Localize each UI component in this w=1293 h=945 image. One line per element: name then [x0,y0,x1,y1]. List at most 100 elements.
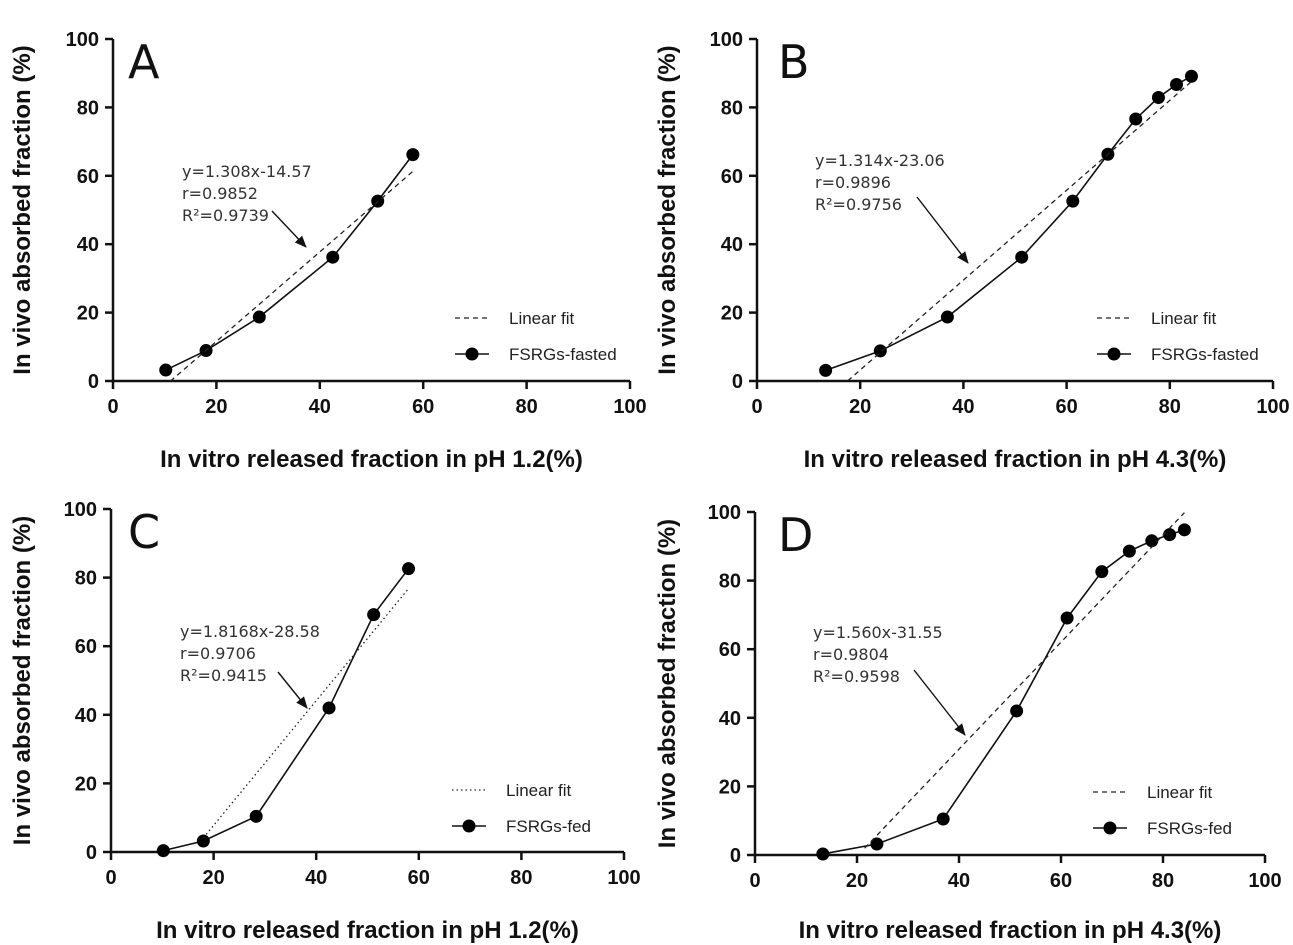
x-tick-label: 0 [107,396,118,418]
data-series-line [825,75,1192,372]
linear-fit-line [864,512,1185,849]
data-point [1122,544,1136,558]
data-point [1060,611,1074,625]
fit-equation-line: y=1.308x-14.57 [182,162,312,181]
x-tick-label: 40 [305,867,327,889]
y-tick-label: 20 [75,773,97,795]
fit-equation-line: y=1.314x-23.06 [815,151,945,170]
panel-letter: D [778,508,813,562]
y-tick-label: 60 [75,636,97,658]
x-tick-label: 100 [613,396,646,418]
x-tick-label: 20 [846,870,868,892]
fit-equation-line: R²=0.9598 [813,667,900,686]
y-tick-label: 0 [730,845,741,867]
panel-letter: C [128,505,160,559]
annotation-arrow [271,210,307,248]
y-tick-label: 40 [721,234,743,256]
x-tick-label: 80 [510,867,532,889]
data-point [1010,704,1024,718]
x-tick-label: 100 [1248,870,1281,892]
fit-equation-line: r=0.9706 [180,644,256,663]
x-tick-label: 0 [751,396,762,418]
x-tick-label: 60 [412,396,434,418]
y-tick-label: 60 [719,639,741,661]
y-axis-title: In vivo absorbed fraction (%) [654,519,681,848]
data-point [156,844,170,858]
data-point [873,344,887,358]
y-tick-label: 80 [75,568,97,590]
y-tick-label: 20 [719,776,741,798]
y-tick-label: 80 [77,97,99,119]
legend-series-swatch-marker [465,347,479,361]
panel-letter: B [778,35,810,89]
x-axis-title: In vitro released fraction in pH 4.3(%) [804,446,1227,473]
x-axis-title: In vitro released fraction in pH 4.3(%) [799,917,1222,944]
data-point [816,847,830,861]
fit-equation-line: r=0.9896 [815,173,891,192]
x-tick-label: 100 [1256,396,1289,418]
data-point [402,562,416,576]
fit-equation-line: r=0.9804 [813,645,889,664]
data-point [367,608,381,622]
legend-fit-label: Linear fit [506,781,571,800]
fit-equation-line: R²=0.9415 [180,666,267,685]
legend-series-label: FSRGs-fed [1147,819,1232,838]
legend-fit-label: Linear fit [1147,783,1212,802]
x-tick-label: 60 [1055,396,1077,418]
y-tick-label: 80 [721,97,743,119]
annotation-arrow [916,196,969,264]
y-axis-title: In vivo absorbed fraction (%) [9,45,36,374]
x-axis-title: In vitro released fraction in pH 1.2(%) [156,917,579,944]
x-tick-label: 80 [1159,396,1181,418]
x-tick-label: 60 [408,867,430,889]
x-tick-label: 80 [515,396,537,418]
legend-series-label: FSRGs-fasted [1151,345,1259,364]
y-axis-title: In vivo absorbed fraction (%) [654,45,681,374]
data-point [196,834,210,848]
y-tick-label: 40 [77,234,99,256]
x-tick-label: 0 [749,870,760,892]
x-tick-label: 20 [205,396,227,418]
data-series-line [163,568,410,852]
fit-equation-line: r=0.9852 [182,184,258,203]
y-tick-label: 100 [64,499,97,521]
data-point [1015,250,1029,264]
data-point [1095,565,1109,579]
data-point [1066,194,1080,208]
y-tick-label: 0 [732,371,743,393]
data-point [326,250,340,264]
data-point [249,809,263,823]
y-tick-label: 20 [77,303,99,325]
x-tick-label: 20 [849,396,871,418]
chart-panel-c: 0 20 40 60 80 100 0 20 40 60 80 100 In vitro release… [9,499,641,944]
x-tick-label: 60 [1050,870,1072,892]
x-tick-label: 40 [952,396,974,418]
data-series-line [822,529,1185,855]
x-tick-label: 80 [1152,870,1174,892]
fit-equation-line: y=1.8168x-28.58 [180,622,320,641]
legend-series-swatch-marker [1107,347,1121,361]
data-point [940,310,954,324]
fit-equation-line: R²=0.9756 [815,195,902,214]
data-point [252,310,266,324]
data-point [406,148,420,162]
y-tick-label: 100 [708,502,741,524]
panel-letter: A [128,35,160,89]
legend-series-label: FSRGs-fed [506,817,591,836]
linear-fit-line [847,80,1192,382]
data-point [1177,523,1191,537]
y-tick-label: 100 [710,29,743,51]
data-point [870,837,884,851]
data-point [159,363,173,377]
x-tick-label: 100 [607,867,640,889]
y-tick-label: 80 [719,571,741,593]
y-tick-label: 60 [721,166,743,188]
annotation-arrow [913,669,966,736]
data-point [1170,77,1184,91]
data-point [1163,528,1177,542]
data-series-line [165,154,414,371]
y-tick-label: 0 [88,371,99,393]
chart-panel-d: 0 20 40 60 80 100 0 20 40 60 80 100 In vitro release… [654,502,1282,944]
chart-panel-a: 0 20 40 60 80 100 0 20 40 60 80 100 In vitro release… [9,29,647,473]
